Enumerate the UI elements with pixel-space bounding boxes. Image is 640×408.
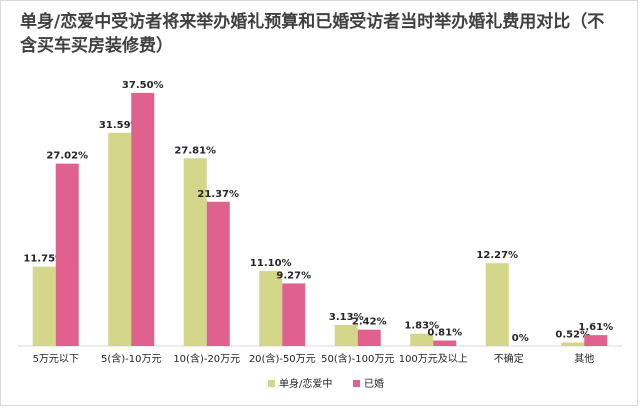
legend-swatch-1 <box>353 380 360 387</box>
data-label-single-2: 27.81% <box>174 145 216 156</box>
bar-married-7 <box>584 335 608 346</box>
data-label-married-5: 0.81% <box>427 328 462 339</box>
bar-single-2 <box>183 158 207 346</box>
bar-single-5 <box>410 333 434 346</box>
data-label-single-5: 1.83% <box>404 321 439 332</box>
bar-married-0 <box>55 163 79 346</box>
data-label-married-7: 1.61% <box>578 322 613 333</box>
legend-label-0: 单身/恋爱中 <box>279 377 332 390</box>
data-label-married-3: 9.27% <box>276 270 311 281</box>
data-label-married-6: 0% <box>512 333 529 344</box>
category-label-4: 50(含)-100万元 <box>321 352 394 365</box>
bar-married-5 <box>433 340 457 346</box>
legend-swatch-0 <box>268 380 275 387</box>
legend-label-1: 已婚 <box>364 377 384 390</box>
bar-married-4 <box>357 329 381 346</box>
bar-single-7 <box>561 342 585 346</box>
bar-married-3 <box>282 283 306 346</box>
data-label-single-0: 11.75% <box>23 254 65 265</box>
data-label-single-3: 11.10% <box>250 258 292 269</box>
category-label-1: 5(含)-10万元 <box>101 352 162 365</box>
chart-title: 单身/恋爱中受访者将来举办婚礼预算和已婚受访者当时举办婚礼费用对比（不含买车买房… <box>20 12 605 56</box>
data-label-married-4: 2.42% <box>352 317 387 328</box>
category-label-2: 10(含)-20万元 <box>173 352 240 365</box>
data-label-single-7: 0.52% <box>555 329 590 340</box>
bar-single-0 <box>32 266 56 346</box>
category-label-3: 20(含)-50万元 <box>249 352 316 365</box>
bar-single-6 <box>485 263 509 346</box>
bar-single-1 <box>108 132 132 346</box>
data-label-married-0: 27.02% <box>46 151 88 162</box>
category-label-5: 100万元及以上 <box>399 353 468 365</box>
data-label-married-1: 37.50% <box>122 80 164 91</box>
data-label-single-6: 12.27% <box>476 250 518 261</box>
bar-married-1 <box>131 92 155 346</box>
category-label-0: 5万元以下 <box>33 354 79 365</box>
category-label-6: 不确定 <box>494 352 524 365</box>
data-label-single-4: 3.13% <box>329 312 364 323</box>
category-label-7: 其他 <box>574 352 594 365</box>
bar-single-3 <box>259 271 283 346</box>
bar-married-2 <box>206 201 230 346</box>
data-label-married-2: 21.37% <box>197 189 239 200</box>
bar-single-4 <box>334 324 358 346</box>
data-label-single-1: 31.59% <box>99 120 141 131</box>
